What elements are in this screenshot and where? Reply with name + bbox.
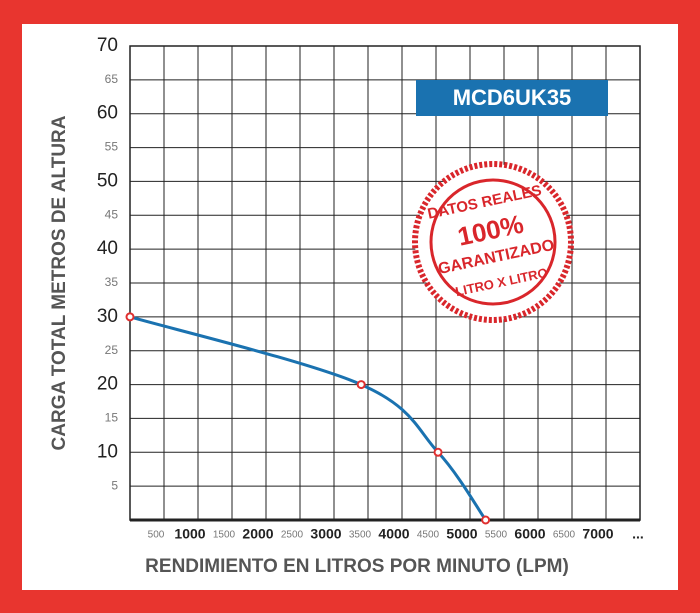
- y-tick-label: 15: [105, 411, 119, 425]
- x-tick-label: 7000: [582, 526, 613, 542]
- stamp: DATOS REALES 100% GARANTIZADO LITRO X LI…: [412, 161, 574, 323]
- point: [481, 515, 491, 525]
- y-tick-label: 35: [105, 275, 119, 289]
- x-tick-label: 2000: [242, 526, 273, 542]
- y-axis-title: CARGA TOTAL METROS DE ALTURA: [49, 115, 70, 450]
- y-tick-label: 55: [105, 140, 119, 154]
- x-tick-label: 1000: [174, 526, 205, 542]
- model-label: MCD6UK35: [453, 85, 572, 110]
- y-tick-label: 65: [105, 72, 119, 86]
- x-axis-title: RENDIMIENTO EN LITROS POR MINUTO (LPM): [145, 556, 569, 577]
- point: [433, 447, 443, 457]
- x-tick-label: 1500: [213, 530, 236, 541]
- panel: [22, 24, 678, 590]
- x-tick-label: 3500: [349, 530, 372, 541]
- y-tick-label: 10: [97, 441, 118, 462]
- x-tick-label: 500: [148, 530, 165, 541]
- model-badge: [416, 80, 608, 116]
- x-tick-label: 4500: [417, 530, 440, 541]
- y-tick-label: 40: [97, 238, 118, 259]
- x-tick-label: 5000: [446, 526, 477, 542]
- x-tick-label: 5500: [485, 530, 508, 541]
- stamp-inner-ring: [429, 178, 557, 306]
- y-tick-label: 5: [111, 478, 118, 492]
- y-tick-label: 70: [97, 35, 118, 56]
- y-tick-label: 25: [105, 343, 119, 357]
- series-line: [129, 315, 487, 521]
- point: [125, 312, 135, 322]
- x-tick-label: 6000: [514, 526, 545, 542]
- x-axis-more: ...: [632, 526, 644, 542]
- x-tick-label: 6500: [553, 530, 576, 541]
- y-tick-label: 50: [97, 170, 118, 191]
- y-tick-label: 60: [97, 103, 118, 124]
- x-tick-label: 3000: [310, 526, 341, 542]
- x-tick-label: 4000: [378, 526, 409, 542]
- y-tick-label: 45: [105, 207, 119, 221]
- y-tick-label: 20: [97, 374, 118, 395]
- y-tick-label: 30: [97, 306, 118, 327]
- point: [356, 380, 366, 390]
- x-tick-label: 2500: [281, 530, 304, 541]
